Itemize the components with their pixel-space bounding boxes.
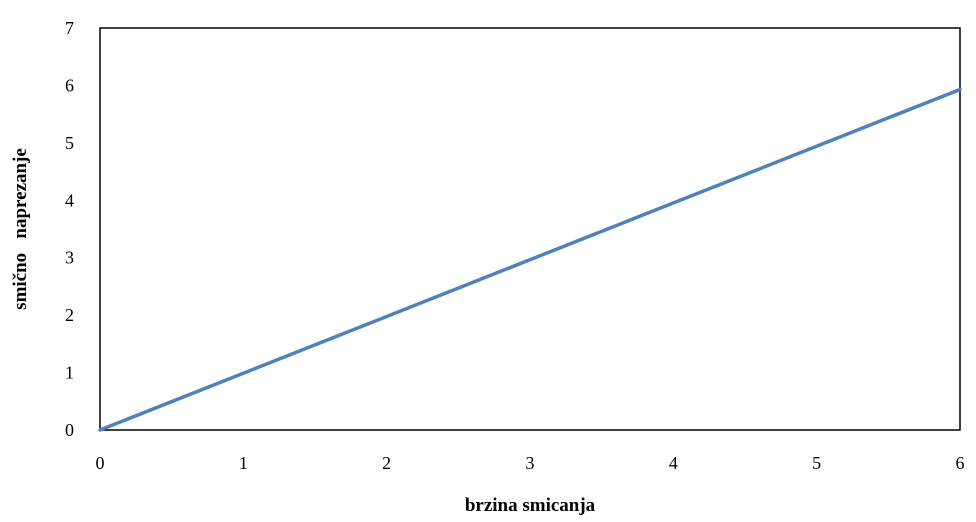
- y-tick-label: 3: [65, 248, 74, 268]
- y-tick-label: 7: [65, 18, 74, 38]
- x-tick-label: 6: [956, 453, 965, 473]
- y-tick-label: 0: [65, 420, 74, 440]
- y-axis-ticks: 0 1 2 3 4 5 6 7: [65, 18, 74, 440]
- x-tick-label: 1: [239, 453, 248, 473]
- y-tick-label: 6: [65, 75, 74, 95]
- x-axis-ticks: 0 1 2 3 4 5 6: [96, 453, 965, 473]
- plot-area: [99, 27, 961, 431]
- y-tick-label: 4: [65, 190, 74, 210]
- x-axis-title: brzina smicanja: [465, 495, 596, 516]
- series-layer: [98, 87, 962, 432]
- x-tick-label: 0: [96, 453, 105, 473]
- x-tick-label: 3: [526, 453, 535, 473]
- x-tick-label: 4: [669, 453, 678, 473]
- x-tick-label: 2: [382, 453, 391, 473]
- series-line: [98, 87, 962, 432]
- y-tick-label: 1: [65, 363, 74, 383]
- y-tick-label: 5: [65, 133, 74, 153]
- y-tick-label: 2: [65, 305, 74, 325]
- y-axis-title: smično naprezanje: [10, 148, 31, 310]
- x-tick-label: 5: [812, 453, 821, 473]
